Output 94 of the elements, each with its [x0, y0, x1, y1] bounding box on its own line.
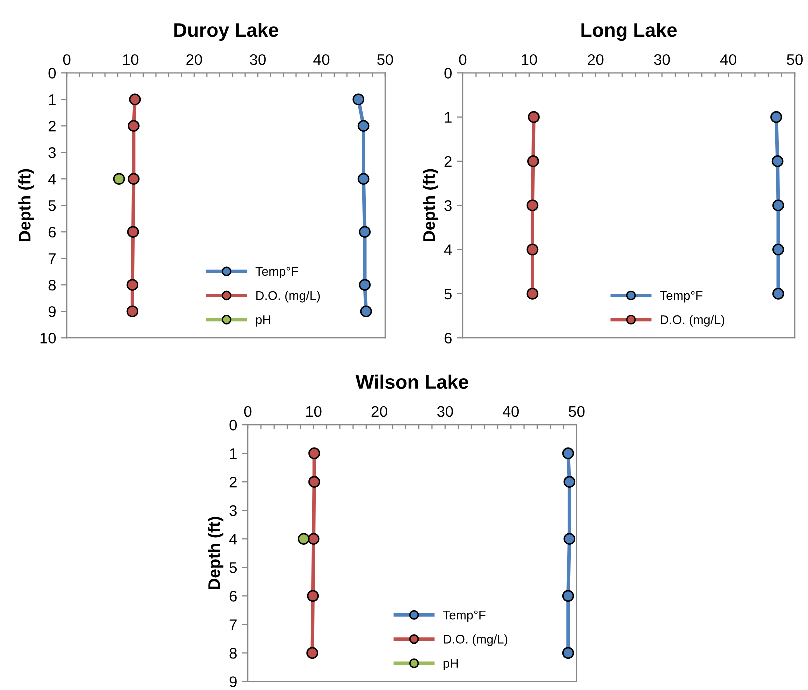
legend-label: Temp°F [256, 267, 298, 279]
point [527, 156, 540, 168]
y-tick-label: 7 [48, 254, 56, 264]
y-tick-label: 5 [48, 200, 56, 212]
y-tick-label: 0 [444, 68, 452, 79]
y-tick-label: 4 [48, 174, 56, 185]
x-tick-label: 40 [720, 54, 737, 66]
y-tick-label: 0 [48, 68, 56, 79]
point [307, 590, 320, 602]
x-tick-label: 10 [306, 406, 322, 418]
point [126, 306, 139, 318]
y-tick-label: 0 [230, 420, 238, 431]
point [526, 288, 539, 300]
x-tick-label: 30 [250, 54, 266, 66]
x-tick-label: 10 [123, 54, 139, 66]
y-tick-label: 8 [48, 280, 56, 291]
point [358, 173, 370, 186]
x-tick-label: 40 [314, 54, 330, 66]
point [360, 306, 372, 318]
y-tick-label: 8 [230, 648, 237, 659]
y-tick-label: 4 [444, 244, 452, 256]
point [564, 476, 576, 488]
point [359, 279, 371, 292]
x-tick-label: 20 [372, 406, 388, 418]
legend-label: pH [444, 659, 458, 670]
point [128, 173, 140, 186]
x-tick-label: 50 [787, 54, 803, 66]
y-axis-title: Depth (ft) [18, 169, 34, 242]
point [308, 476, 320, 488]
y-tick-label: 1 [445, 112, 452, 123]
point [772, 244, 784, 256]
point [562, 590, 574, 602]
y-tick-label: 7 [230, 620, 237, 630]
point [772, 288, 784, 300]
y-tick-label: 3 [48, 147, 56, 158]
point [772, 200, 784, 212]
y-axis-title: Depth (ft) [422, 169, 439, 242]
y-tick-label: 9 [230, 676, 237, 688]
y-tick-label: 6 [48, 226, 56, 238]
y-tick-label: 2 [444, 156, 452, 167]
x-tick-label: 30 [437, 406, 454, 418]
point [564, 533, 576, 546]
legend-label: D.O. (mg/L) [256, 291, 320, 303]
y-tick-label: 6 [444, 332, 452, 344]
x-tick-label: 10 [522, 54, 538, 66]
point [308, 448, 320, 460]
y-axis-title: Depth (ft) [208, 517, 224, 590]
point [562, 647, 574, 660]
point [770, 111, 782, 124]
legend-label: Temp°F [660, 291, 703, 303]
y-tick-label: 5 [444, 288, 452, 300]
legend-label: D.O. (mg/L) [661, 315, 724, 327]
y-tick-label: 1 [230, 448, 237, 460]
y-tick-label: 3 [444, 200, 452, 212]
y-tick-label: 5 [230, 562, 237, 574]
point [526, 244, 539, 256]
x-tick-label: 20 [588, 54, 604, 66]
point [308, 533, 320, 546]
point [358, 120, 370, 132]
legend-label: pH [256, 316, 271, 327]
point [359, 226, 371, 238]
legend-label: D.O. (mg/L) [444, 634, 508, 646]
chart-title: Duroy Lake [174, 22, 279, 42]
x-tick-label: 0 [63, 54, 71, 66]
point [352, 94, 365, 106]
x-tick-label: 20 [186, 54, 202, 66]
chart-title: Long Lake [582, 22, 677, 42]
point [113, 173, 126, 186]
y-tick-label: 9 [48, 306, 56, 318]
point [128, 120, 140, 132]
chart-title: Wilson Lake [356, 374, 468, 390]
x-tick-label: 0 [459, 54, 467, 66]
point [129, 94, 142, 106]
legend-label: Temp°F [443, 610, 486, 622]
y-tick-label: 3 [230, 505, 237, 516]
point [526, 200, 539, 212]
y-tick-label: 2 [48, 121, 56, 132]
x-tick-label: 50 [378, 54, 394, 66]
point [298, 533, 310, 546]
point [127, 226, 140, 238]
y-tick-label: 10 [40, 332, 56, 344]
point [562, 448, 574, 460]
point [306, 647, 318, 660]
x-tick-label: 0 [244, 406, 252, 418]
y-tick-label: 6 [230, 591, 237, 602]
y-tick-label: 4 [229, 534, 238, 545]
point [126, 279, 139, 292]
x-tick-label: 50 [569, 406, 585, 418]
point [528, 111, 540, 124]
x-tick-label: 40 [502, 406, 520, 418]
y-tick-label: 2 [230, 476, 237, 488]
point [772, 156, 784, 168]
y-tick-label: 1 [49, 94, 56, 106]
x-tick-label: 30 [654, 54, 670, 66]
